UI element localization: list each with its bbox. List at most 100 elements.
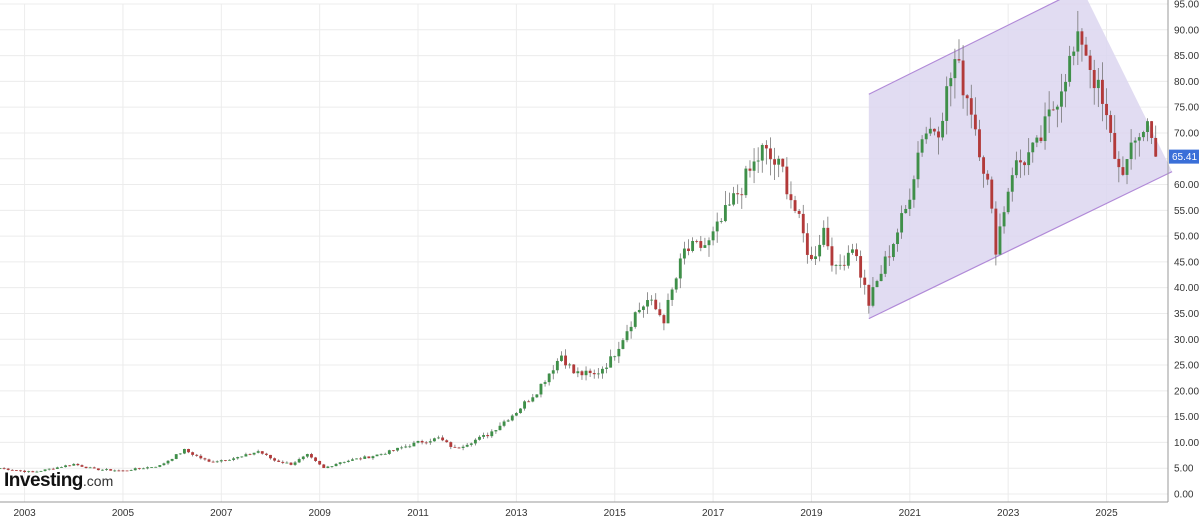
candle-body xyxy=(60,467,63,468)
candle-body xyxy=(1088,55,1092,70)
candle-body xyxy=(900,213,904,233)
candle-body xyxy=(846,252,850,266)
candle-body xyxy=(908,199,912,209)
y-tick-label: 15.00 xyxy=(1174,412,1199,423)
candle-body xyxy=(461,446,465,448)
candle-body xyxy=(1068,55,1072,82)
candle-body xyxy=(855,249,858,257)
candle-body xyxy=(236,457,240,459)
candle-body xyxy=(371,456,375,459)
candle-body xyxy=(289,462,293,465)
candle-body xyxy=(256,451,260,453)
candle-body xyxy=(432,438,436,442)
candle-body xyxy=(31,471,35,473)
candle-body xyxy=(207,459,211,462)
candle-body xyxy=(396,447,399,451)
candle-body xyxy=(359,458,363,460)
candle-body xyxy=(687,248,690,251)
candle-body xyxy=(904,208,908,214)
candle-body xyxy=(601,368,604,374)
candle-body xyxy=(924,133,928,140)
candle-body xyxy=(510,415,514,421)
candle-body xyxy=(822,227,826,245)
x-tick-label: 2021 xyxy=(899,508,922,519)
candle-body xyxy=(633,312,637,327)
channel-upper-line xyxy=(868,0,1061,95)
x-tick-label: 2007 xyxy=(210,508,233,519)
candle-body xyxy=(830,246,834,266)
candle-body xyxy=(125,470,129,472)
y-tick-label: 45.00 xyxy=(1174,257,1199,268)
candle-body xyxy=(732,193,736,205)
candle-body xyxy=(957,59,961,61)
candle-body xyxy=(818,244,822,257)
candle-body xyxy=(428,441,432,443)
candle-body xyxy=(301,456,305,460)
candle-body xyxy=(605,367,608,369)
candle-body xyxy=(764,144,768,149)
x-tick-label: 2009 xyxy=(309,508,332,519)
y-tick-label: 75.00 xyxy=(1174,103,1199,114)
candle-body xyxy=(305,454,309,457)
candle-body xyxy=(170,458,174,461)
candle-body xyxy=(592,373,596,375)
candle-body xyxy=(27,471,31,473)
candle-body xyxy=(621,340,625,349)
candle-body xyxy=(478,436,481,440)
candle-body xyxy=(232,458,236,460)
candle-body xyxy=(769,148,772,160)
candle-body xyxy=(1002,212,1006,227)
y-tick-label: 20.00 xyxy=(1174,386,1199,397)
candle-body xyxy=(891,244,895,258)
candle-body xyxy=(1146,121,1149,133)
candle-body xyxy=(486,435,490,437)
candle-body xyxy=(121,470,125,472)
candle-body xyxy=(777,158,781,165)
candle-body xyxy=(711,231,715,241)
candle-body xyxy=(72,463,76,466)
candle-body xyxy=(871,287,875,306)
y-tick-label: 55.00 xyxy=(1174,206,1199,217)
candle-body xyxy=(539,383,543,395)
candle-body xyxy=(1043,116,1047,142)
x-tick-label: 2005 xyxy=(112,508,135,519)
candle-body xyxy=(420,440,424,443)
candle-body xyxy=(752,161,756,171)
candle-body xyxy=(805,233,809,255)
candle-body xyxy=(551,370,555,374)
candle-body xyxy=(617,348,621,357)
x-tick-label: 2013 xyxy=(505,508,528,519)
candle-body xyxy=(863,277,867,285)
candle-body xyxy=(912,179,916,200)
candle-body xyxy=(2,468,6,470)
candle-body xyxy=(1129,142,1133,160)
candle-body xyxy=(555,360,559,371)
candle-body xyxy=(158,465,162,467)
candle-body xyxy=(859,256,863,278)
candle-body xyxy=(1010,175,1014,192)
candle-body xyxy=(199,455,203,459)
candle-body xyxy=(572,364,576,374)
candle-body xyxy=(215,461,219,463)
candle-body xyxy=(1154,137,1158,157)
candle-body xyxy=(203,458,207,460)
candle-body xyxy=(240,456,244,458)
candle-body xyxy=(453,446,457,448)
candle-body xyxy=(674,278,678,290)
candle-body xyxy=(252,452,256,455)
x-tick-label: 2019 xyxy=(800,508,823,519)
candle-body xyxy=(834,265,838,266)
candle-body xyxy=(187,448,190,453)
candle-body xyxy=(133,468,137,471)
candle-body xyxy=(473,439,477,444)
candle-body xyxy=(584,370,588,376)
candle-body xyxy=(76,463,80,466)
candle-body xyxy=(174,454,178,459)
candle-body xyxy=(68,465,72,467)
candle-body xyxy=(166,460,170,464)
candle-body xyxy=(793,200,797,211)
candle-body xyxy=(1117,158,1121,168)
candle-body xyxy=(1125,159,1129,175)
candle-body xyxy=(113,470,117,472)
